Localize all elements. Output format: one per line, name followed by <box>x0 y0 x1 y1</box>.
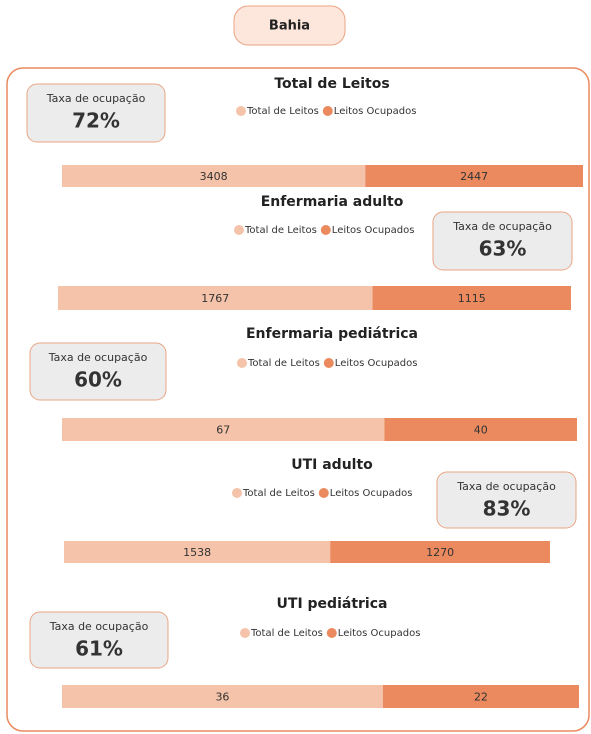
data-label: 22 <box>474 691 488 704</box>
legend-label: Leitos Ocupados <box>334 106 417 117</box>
bar-segment <box>384 418 577 441</box>
data-label: 36 <box>215 691 229 704</box>
header-title: Bahia <box>269 19 310 34</box>
bar-segment <box>62 685 383 708</box>
chart-title: UTI adulto <box>291 457 373 473</box>
kpi-card <box>29 611 169 669</box>
kpi-value: 72% <box>72 109 120 133</box>
legend-label: Leitos Ocupados <box>330 488 413 499</box>
bar-segment <box>372 286 571 310</box>
bar-segment <box>62 165 366 187</box>
chart-title: Total de Leitos <box>274 76 389 92</box>
legend-swatch <box>320 225 331 235</box>
data-label: 1538 <box>183 546 211 559</box>
data-label: 40 <box>474 424 488 437</box>
bar-segment <box>62 418 385 441</box>
legend-swatch <box>323 358 334 368</box>
bar-segment <box>365 165 583 187</box>
kpi-label: Taxa de ocupação <box>456 480 556 493</box>
kpi-card <box>436 471 577 529</box>
kpi-value: 61% <box>75 637 123 661</box>
kpi-card <box>432 211 573 271</box>
bar-segment <box>58 286 373 310</box>
kpi-value: 83% <box>483 497 531 521</box>
legend-label: Total de Leitos <box>242 488 315 499</box>
legend-label: Total de Leitos <box>246 106 319 117</box>
legend-label: Total de Leitos <box>244 225 317 236</box>
bar-segment <box>64 541 331 563</box>
chart-title: UTI pediátrica <box>277 596 388 612</box>
kpi-label: Taxa de ocupação <box>48 351 148 364</box>
chart-title: Enfermaria adulto <box>261 194 404 210</box>
kpi-label: Taxa de ocupação <box>49 620 149 633</box>
panel-border <box>6 67 590 732</box>
legend-label: Total de Leitos <box>250 628 323 639</box>
data-label: 2447 <box>460 170 488 183</box>
kpi-card <box>26 83 166 143</box>
kpi-value: 60% <box>74 368 122 392</box>
data-label: 3408 <box>200 170 228 183</box>
data-label: 1115 <box>458 292 486 305</box>
kpi-card <box>29 342 167 401</box>
legend-label: Leitos Ocupados <box>335 358 418 369</box>
legend-swatch <box>237 358 247 368</box>
legend-swatch <box>322 106 333 116</box>
legend-swatch <box>240 628 250 638</box>
header-pill <box>233 5 346 46</box>
legend-swatch <box>236 106 246 116</box>
legend-label: Leitos Ocupados <box>332 225 415 236</box>
legend-swatch <box>326 628 337 638</box>
data-label: 1767 <box>201 292 229 305</box>
data-label: 67 <box>216 424 230 437</box>
chart-title: Enfermaria pediátrica <box>246 326 418 342</box>
legend-swatch <box>234 225 244 235</box>
bar-segment <box>330 541 550 563</box>
kpi-value: 63% <box>479 237 527 261</box>
legend-swatch <box>232 488 242 498</box>
kpi-label: Taxa de ocupação <box>46 92 146 105</box>
kpi-label: Taxa de ocupação <box>452 220 552 233</box>
legend-label: Total de Leitos <box>247 358 320 369</box>
legend-swatch <box>318 488 329 498</box>
data-label: 1270 <box>426 546 454 559</box>
bar-segment <box>382 685 579 708</box>
legend-label: Leitos Ocupados <box>338 628 421 639</box>
